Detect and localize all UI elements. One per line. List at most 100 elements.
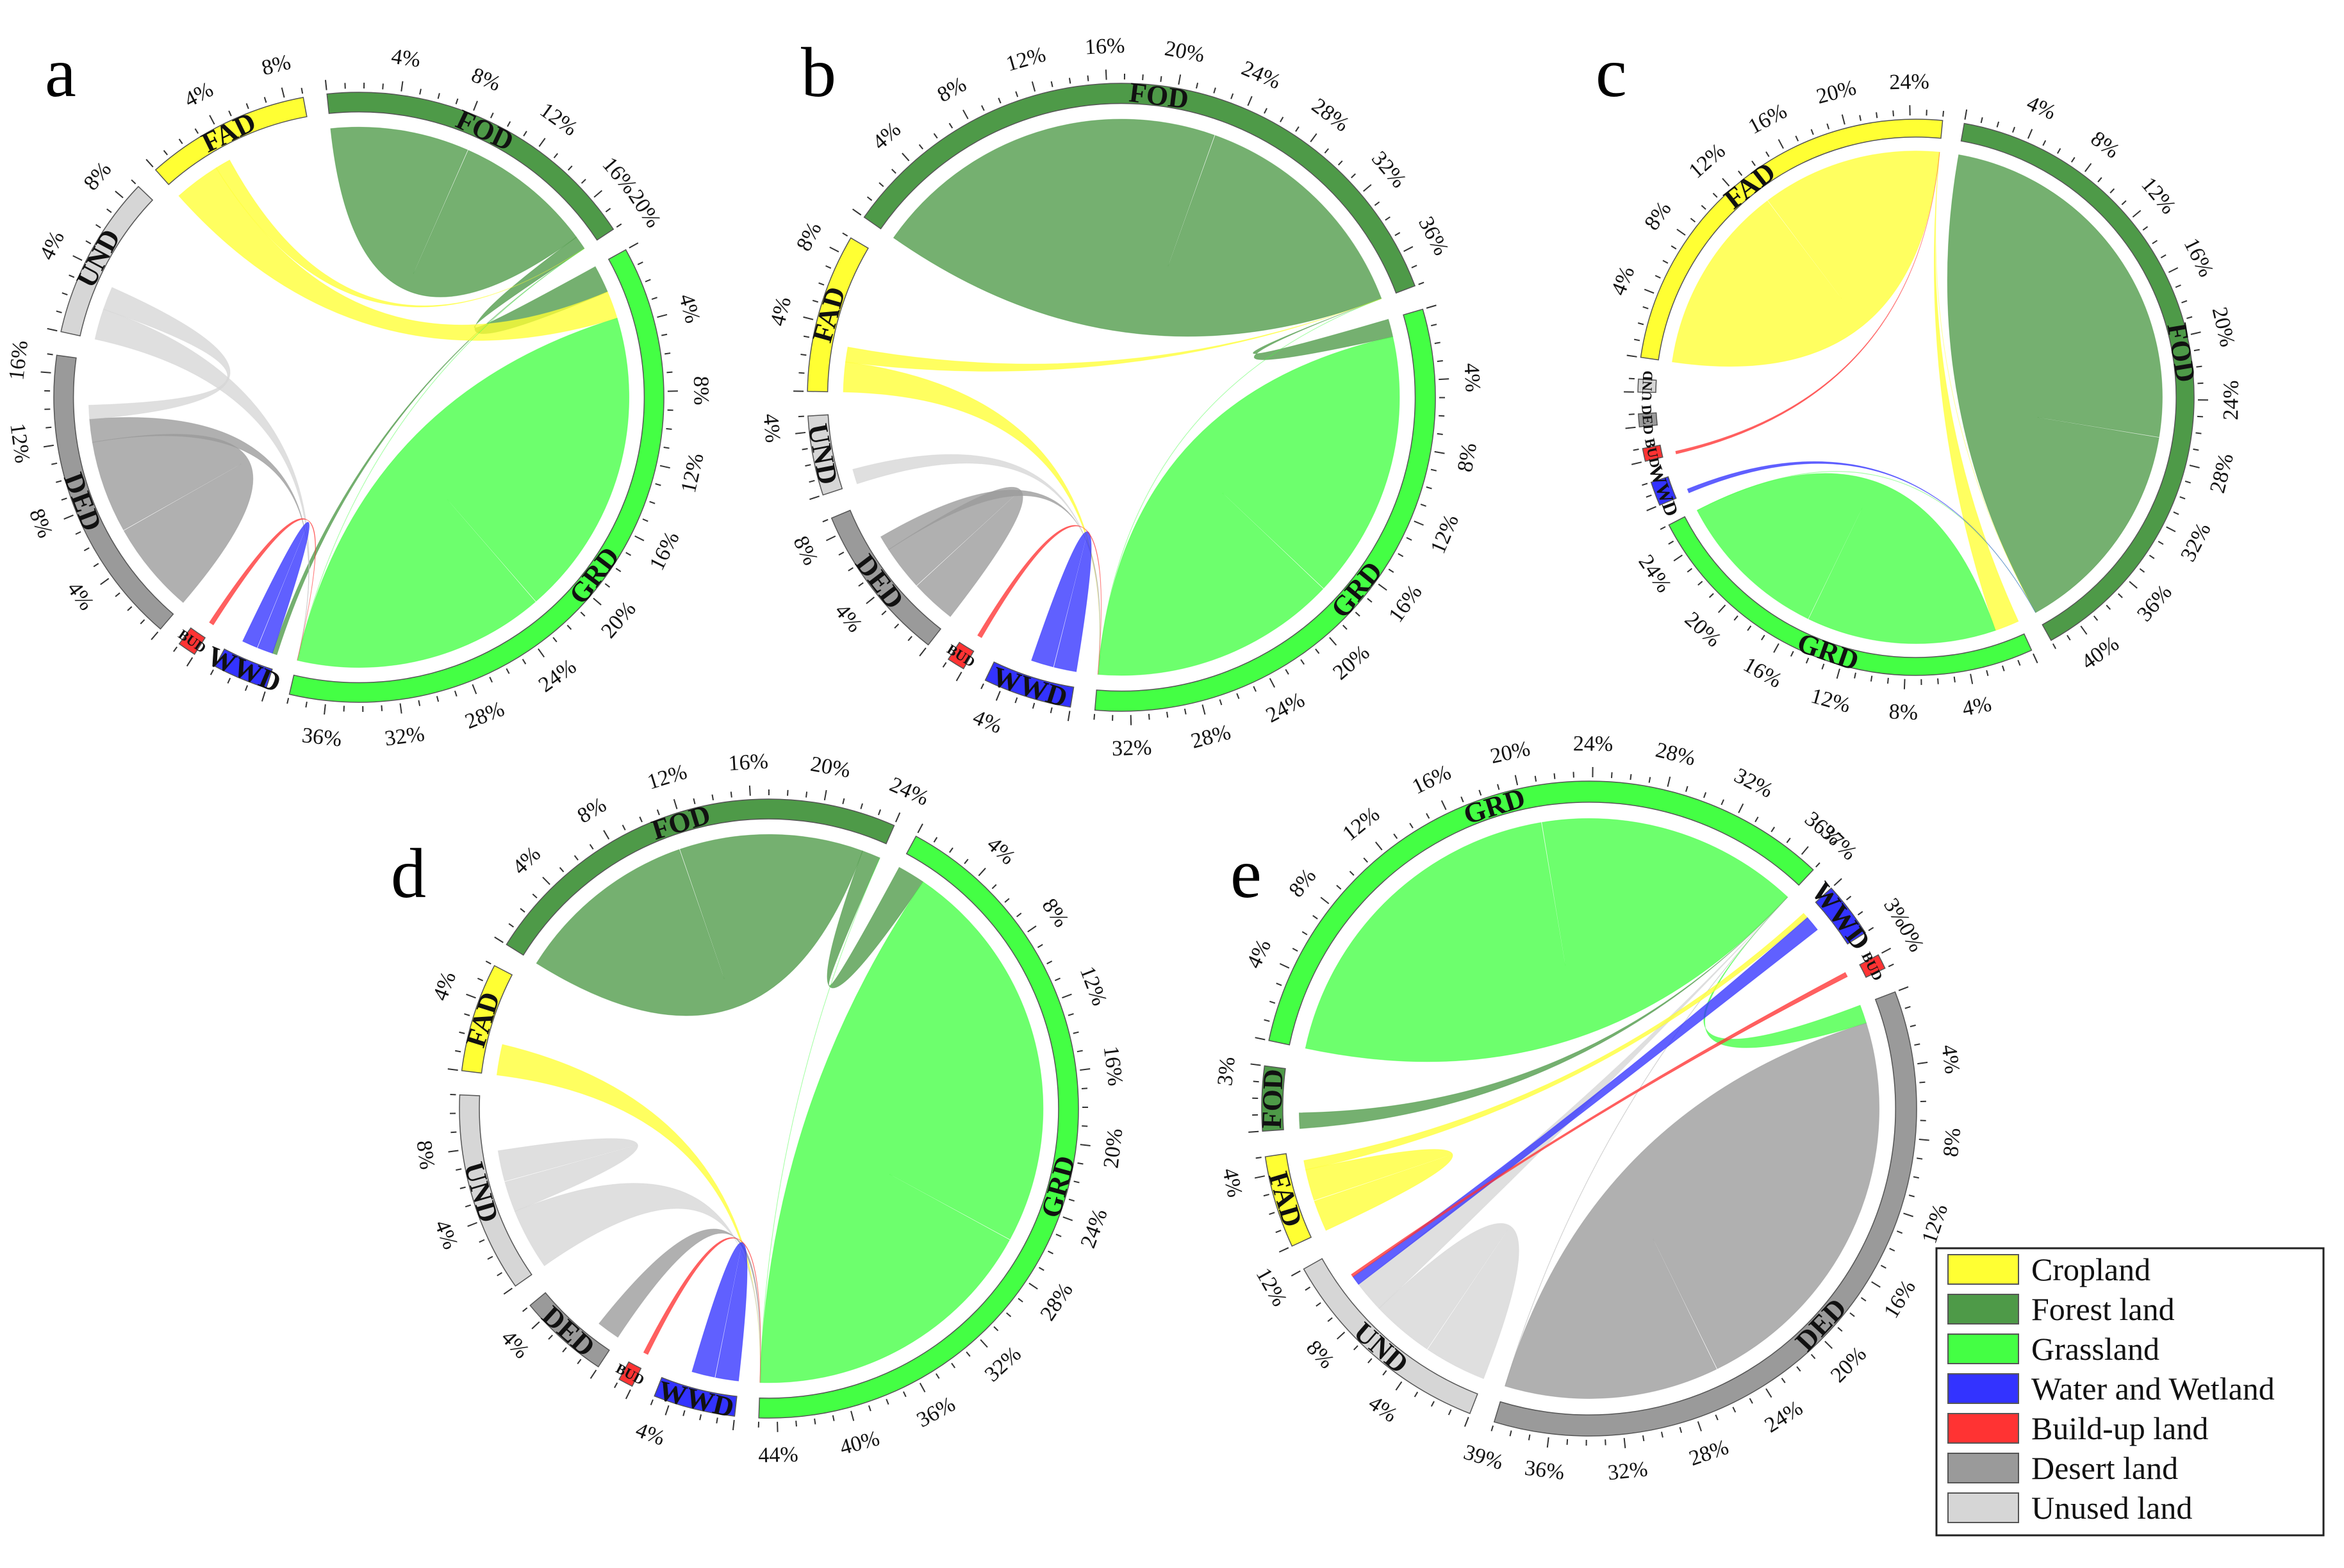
tick-mark: [83, 547, 90, 552]
tick-mark: [651, 297, 657, 301]
tick-mark: [645, 279, 651, 283]
tick-mark: [1363, 857, 1368, 863]
tick-mark: [1363, 184, 1372, 192]
tick-mark: [301, 88, 304, 94]
tick-mark: [456, 1168, 462, 1171]
ribbons-c: [1672, 151, 2163, 644]
tick-label-grd: 8%: [1037, 895, 1073, 932]
tick-mark: [1703, 792, 1707, 798]
tick-mark: [1870, 675, 1873, 682]
legend-swatch-forest-land: [1947, 1294, 2019, 1325]
tick-label-fod: 4%: [2023, 92, 2059, 125]
chord-panels: aFOD4%8%12%16%20%GRD4%8%12%16%20%24%28%3…: [4, 33, 2243, 1485]
tick-mark: [562, 1347, 567, 1353]
tick-mark: [1953, 676, 1956, 682]
tick-mark: [682, 1410, 686, 1416]
tick-mark: [1701, 204, 1706, 210]
tick-mark: [1278, 1247, 1289, 1253]
tick-mark: [2160, 254, 2167, 259]
tick-mark: [661, 333, 668, 336]
tick-mark: [1676, 228, 1686, 236]
legend-label-build-up-land: Build-up land: [2031, 1410, 2208, 1446]
flow-grd-to-grd: [1305, 818, 1788, 1062]
tick-mark: [673, 798, 678, 809]
tick-mark: [467, 1222, 477, 1227]
tick-mark: [1269, 1000, 1276, 1004]
tick-mark: [1291, 1270, 1301, 1277]
tick-mark: [1721, 799, 1724, 805]
segment-arc-bud: [1642, 444, 1663, 462]
tick-mark: [1690, 217, 1696, 223]
tick-mark: [1275, 1230, 1282, 1234]
tick-mark: [552, 637, 557, 643]
tick-mark: [1367, 598, 1373, 603]
tick-label-fod: 36%: [1414, 213, 1453, 259]
tick-mark: [2193, 349, 2200, 352]
tick-mark: [2189, 465, 2200, 468]
ribbons-b: [843, 119, 1400, 676]
tick-mark: [228, 110, 232, 117]
tick-label-fod: 32%: [1367, 147, 1411, 192]
segment-label-wwd: WWD: [655, 1374, 737, 1424]
tick-label-wwd: 4%: [970, 706, 1005, 738]
ribbons-e: [1298, 818, 1880, 1399]
tick-mark: [399, 703, 402, 714]
tick-mark: [1631, 461, 1642, 465]
tick-mark: [1913, 1176, 1919, 1179]
flow-fad-to-wwd: [1303, 912, 1808, 1171]
tick-mark: [1028, 1282, 1038, 1290]
tick-mark: [622, 825, 626, 830]
tick-label-und: 4%: [430, 1217, 463, 1253]
tick-mark: [1414, 520, 1424, 526]
tick-mark: [566, 624, 572, 630]
tick-mark: [455, 98, 459, 104]
flow-grd-to-fod: [297, 248, 585, 661]
tick-mark: [532, 893, 538, 899]
tick-mark: [1904, 1006, 1911, 1009]
tick-mark: [2042, 140, 2047, 146]
tick-mark: [2181, 300, 2188, 304]
segment-arc-fod: [1960, 122, 2195, 641]
tick-mark: [991, 884, 997, 889]
tick-label-grd: 28%: [1189, 720, 1234, 754]
tick-mark: [127, 606, 133, 611]
segment-arc-und: [1303, 1258, 1478, 1414]
tick-mark: [1733, 615, 1738, 621]
tick-mark: [1826, 123, 1830, 129]
tick-mark: [2139, 568, 2145, 573]
segment-arc-fad: [461, 964, 513, 1074]
tick-mark: [1015, 91, 1019, 97]
tick-mark: [998, 97, 1002, 104]
tick-label-und: 8%: [79, 158, 117, 195]
tick-mark: [1178, 74, 1182, 85]
tick-mark: [459, 1031, 465, 1034]
tick-mark: [69, 274, 75, 278]
tick-label-grd: 12%: [1338, 802, 1384, 846]
tick-mark: [1269, 1212, 1275, 1216]
tick-label-wwd: 4%: [632, 1418, 668, 1450]
tick-mark: [1048, 1250, 1053, 1255]
tick-mark: [1426, 813, 1430, 819]
flow-fad-to-fod: [845, 298, 1382, 372]
flow-und-to-ded: [88, 286, 231, 420]
segment-label-wwd: WWD: [1644, 462, 1683, 519]
tick-mark: [1050, 81, 1053, 87]
tick-label-grd: 8%: [1888, 700, 1919, 725]
tick-label-fod: 4%: [868, 117, 905, 154]
legend-label-forest-land: Forest land: [2031, 1291, 2175, 1327]
tick-mark: [1795, 135, 1799, 142]
tick-label-fod: 20%: [809, 752, 852, 782]
tick-mark: [666, 371, 673, 374]
tick-mark: [1329, 637, 1337, 646]
tick-mark: [95, 224, 101, 229]
segment-label-ded: DED: [1638, 404, 1657, 435]
tick-mark: [194, 128, 199, 134]
tick-mark: [1876, 112, 1878, 119]
tick-mark: [1213, 87, 1216, 94]
tick-mark: [590, 1369, 597, 1379]
tick-mark: [454, 690, 458, 697]
tick-mark: [860, 803, 863, 809]
tick-mark: [948, 122, 953, 129]
tick-mark: [1648, 777, 1651, 783]
